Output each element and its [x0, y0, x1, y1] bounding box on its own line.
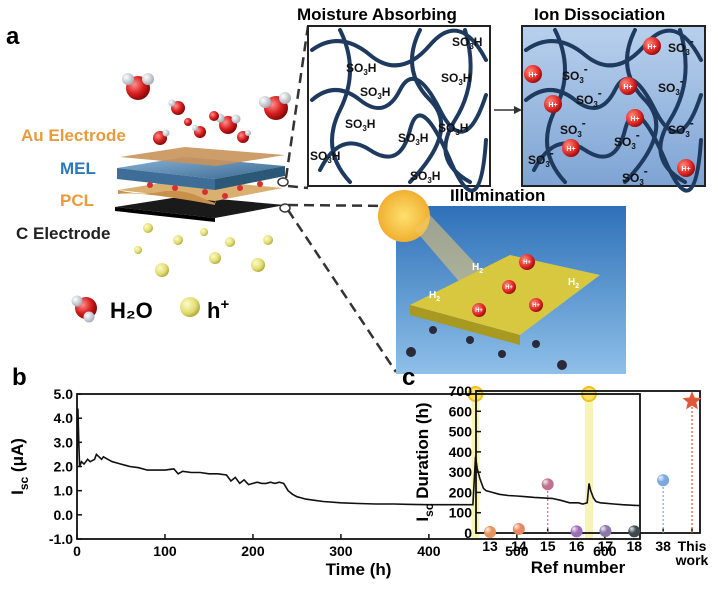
- illum-title: Illumination: [450, 186, 545, 205]
- svg-text:SO3H: SO3H: [310, 149, 340, 165]
- panel-label-b: b: [12, 364, 27, 391]
- chart-b-ytick-5: 4.0: [54, 410, 74, 426]
- chart-c-ytick-0: 0: [464, 525, 472, 541]
- panel-label-a: a: [6, 23, 20, 50]
- chart-c-frame: [475, 390, 701, 534]
- chart-c-ytick-5: 500: [449, 424, 473, 440]
- legend-hole-label: h+: [207, 296, 229, 323]
- chart-c-ytick-4: 400: [449, 444, 473, 460]
- c-electrode-layer: [115, 196, 285, 218]
- zoom-lines: [284, 25, 398, 373]
- chart-c-xtick-1: 14: [511, 538, 527, 554]
- layer-label-au: Au Electrode: [21, 126, 126, 145]
- holes: [134, 223, 273, 277]
- legend-water-label: H₂O: [110, 298, 153, 323]
- svg-text:H2: H2: [429, 290, 440, 303]
- chart-c-ytick-6: 600: [449, 403, 473, 419]
- ion-title: Ion Dissociation: [534, 5, 665, 24]
- chart-c-ytick-7: 700: [449, 383, 473, 399]
- svg-text:SO3H: SO3H: [410, 169, 440, 185]
- chart-b-ytick-6: 5.0: [54, 386, 74, 402]
- hole-icon: [180, 297, 200, 317]
- chart-b-frame: [76, 393, 641, 540]
- chart-c: 0 100 200 300 400 500 600 700 13 14 15 16 17 18 38 This…: [413, 383, 709, 577]
- chart-b-ylabel: Isc (μA): [8, 438, 31, 495]
- svg-text:H+: H+: [528, 72, 537, 79]
- svg-text:H+: H+: [523, 260, 531, 266]
- chart-b-xlabel: Time (h): [326, 560, 392, 579]
- svg-text:H2: H2: [568, 277, 579, 290]
- layer-label-pcl: PCL: [60, 191, 94, 210]
- legend: H₂O h+: [71, 295, 229, 323]
- panel-c: c 0 100 200 300 400 500 600 700 13 14 15 16 17 18 38 Th…: [402, 364, 709, 577]
- panel-label-c: c: [402, 364, 415, 391]
- svg-text:SO3H: SO3H: [398, 131, 428, 147]
- moisture-title: Moisture Absorbing: [297, 5, 457, 24]
- illum-box: H+ H+ H+ H+ H2 H2 H2: [378, 190, 626, 374]
- chart-b-ytick-2: 1.0: [54, 483, 74, 499]
- layer-label-c: C Electrode: [16, 224, 110, 243]
- chart-c-xlabel: Ref number: [531, 558, 626, 577]
- layer-label-mel: MEL: [60, 159, 96, 178]
- svg-text:H+: H+: [681, 166, 690, 173]
- svg-text:H+: H+: [647, 44, 656, 51]
- svg-text:H+: H+: [630, 116, 639, 123]
- panel-a: a: [6, 5, 706, 374]
- svg-text:SO3H: SO3H: [438, 121, 468, 137]
- device-stack: [115, 147, 285, 222]
- svg-text:SO3H: SO3H: [360, 85, 390, 101]
- chart-c-xtick-4: 17: [598, 538, 614, 554]
- chart-b-xtick-2: 200: [241, 543, 265, 559]
- mel-layer: [117, 157, 285, 179]
- chart-c-point-7: [682, 391, 702, 410]
- protons: [524, 37, 695, 177]
- chart-b-ytick-1: 0.0: [54, 507, 74, 523]
- svg-text:H+: H+: [505, 285, 513, 291]
- au-electrode-layer: [120, 147, 285, 166]
- chart-b-series-line: [76, 408, 641, 507]
- chart-b-xtick-3: 300: [329, 543, 353, 559]
- chart-c-xtick-5: 18: [626, 538, 642, 554]
- chart-b-xtick-4: 400: [417, 543, 441, 559]
- svg-text:H+: H+: [548, 102, 557, 109]
- water-molecules: [122, 73, 291, 145]
- illumination-band-1: [584, 394, 593, 539]
- chart-c-ytick-3: 300: [449, 464, 473, 480]
- chart-b-xtick-1: 100: [153, 543, 177, 559]
- moisture-box: SO3H SO3H SO3H SO3H SO3H SO3H SO3H SO3H …: [307, 25, 491, 193]
- so3h-labels: SO3H SO3H SO3H SO3H SO3H SO3H SO3H SO3H …: [310, 35, 482, 185]
- svg-text:H2: H2: [472, 262, 483, 275]
- pcl-sheet: [410, 255, 600, 335]
- chart-c-xtick-3: 16: [569, 538, 585, 554]
- svg-text:SO3H: SO3H: [452, 35, 482, 51]
- chart-c-xtick-line2-7: work: [675, 552, 709, 568]
- chart-c-ytick-2: 200: [449, 484, 473, 500]
- svg-text:H+: H+: [475, 308, 483, 314]
- svg-text:H+: H+: [566, 146, 575, 153]
- svg-text:SO3H: SO3H: [441, 71, 471, 87]
- svg-text:H+: H+: [623, 84, 632, 91]
- ion-box: H+H+H+ H+H+H+H+ SO3- SO3- SO3- SO3- SO3-…: [521, 25, 706, 193]
- svg-text:SO3H: SO3H: [345, 117, 375, 133]
- water-icon: [71, 295, 97, 323]
- chart-c-ytick-1: 100: [449, 505, 473, 521]
- chart-b-xtick-0: 0: [73, 543, 81, 559]
- chart-b-xtick-6: 600: [593, 543, 617, 559]
- chart-b-ytick-0: -1.0: [49, 531, 73, 547]
- chart-c-xtick-2: 15: [540, 538, 556, 554]
- svg-text:H+: H+: [532, 303, 540, 309]
- chart-c-xtick-7: This: [678, 538, 707, 554]
- chart-c-xtick-0: 13: [482, 538, 498, 554]
- chart-c-xtick-6: 38: [655, 538, 671, 554]
- chart-b-xtick-5: 500: [505, 543, 529, 559]
- chart-c-ylabel: Isc Duration (h): [413, 402, 436, 521]
- chart-b-ytick-4: 3.0: [54, 434, 74, 450]
- svg-text:SO3H: SO3H: [346, 61, 376, 77]
- chart-b-ytick-3: 2.0: [54, 459, 74, 475]
